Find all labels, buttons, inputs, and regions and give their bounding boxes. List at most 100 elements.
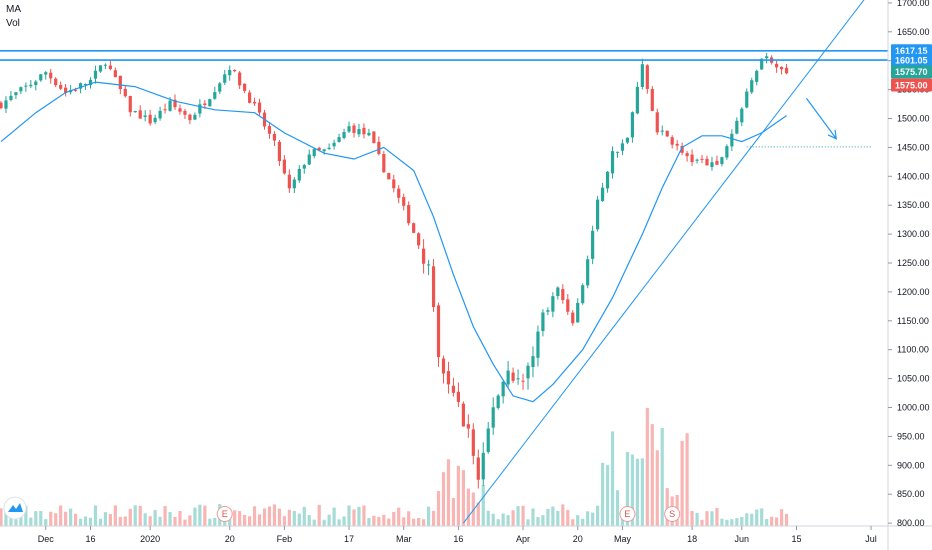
y-tick-label[interactable]: 1000.00 — [897, 403, 930, 413]
candle-body — [461, 403, 465, 427]
candle-body — [675, 143, 679, 146]
ma-price-tag[interactable]: 1575.00 — [895, 80, 928, 90]
x-tick-label[interactable]: Feb — [277, 534, 293, 544]
event-marker-label[interactable]: E — [624, 509, 630, 519]
x-tick-label[interactable]: 16 — [85, 534, 95, 544]
candle-body — [277, 141, 282, 162]
y-tick-label[interactable]: 1200.00 — [897, 287, 930, 297]
candle-body — [332, 142, 336, 147]
x-tick-label[interactable]: 18 — [687, 534, 697, 544]
volume-bar — [725, 519, 729, 526]
legend-vol[interactable]: Vol — [6, 18, 20, 29]
candle-body — [198, 104, 202, 114]
volume-bar — [113, 505, 117, 526]
candle-body — [600, 187, 605, 202]
x-tick-label[interactable]: Jul — [865, 534, 877, 544]
arrow-head[interactable] — [827, 129, 837, 140]
x-tick-label[interactable]: May — [614, 534, 632, 544]
x-tick-label[interactable]: 20 — [225, 534, 235, 544]
candle-body — [337, 137, 341, 143]
y-tick-label[interactable]: 1100.00 — [897, 345, 929, 355]
x-tick-label[interactable]: 20 — [573, 534, 583, 544]
volume-bar — [133, 505, 137, 526]
y-tick-label[interactable]: 950.00 — [897, 431, 925, 441]
volume-bar — [39, 511, 43, 526]
volume-bar — [745, 513, 749, 526]
y-tick-label[interactable]: 1300.00 — [897, 229, 930, 239]
volume-bar — [566, 510, 570, 526]
x-tick-label[interactable]: 2020 — [140, 534, 160, 544]
x-tick-label[interactable]: Mar — [396, 534, 412, 544]
candle-body — [183, 110, 187, 115]
volume-bar — [302, 506, 306, 526]
drawings[interactable] — [0, 0, 888, 524]
volume-bar — [243, 514, 247, 526]
y-tick-label[interactable]: 800.00 — [897, 518, 925, 528]
candle-body — [402, 197, 406, 206]
y-tick-label[interactable]: 1150.00 — [897, 316, 929, 326]
y-tick-label[interactable]: 1350.00 — [897, 200, 930, 210]
x-tick-label[interactable]: Jun — [735, 534, 750, 544]
level-price-tag-bg[interactable] — [891, 53, 932, 67]
last-price-tag-bg[interactable] — [891, 65, 932, 79]
y-tick-label[interactable]: 1700.00 — [897, 0, 930, 8]
legend-ma[interactable]: MA — [6, 4, 21, 15]
event-marker-circle[interactable] — [619, 506, 636, 522]
level-price-tag[interactable]: 1601.05 — [895, 55, 928, 65]
x-tick-label[interactable]: 17 — [344, 534, 354, 544]
y-tick-label[interactable]: 1250.00 — [897, 258, 930, 268]
candle-body — [123, 88, 127, 97]
candle-body — [417, 233, 421, 246]
candle-body — [108, 65, 112, 70]
candle-body — [735, 120, 739, 134]
candle-body — [297, 168, 301, 181]
event-marker-circle[interactable] — [664, 506, 681, 522]
y-tick-label[interactable]: 1650.00 — [897, 27, 930, 37]
volume-bar — [173, 517, 177, 526]
event-marker-label[interactable]: S — [669, 509, 675, 519]
candle-body — [630, 112, 635, 138]
candle-body — [615, 151, 620, 153]
y-tick-label[interactable]: 900.00 — [897, 460, 925, 470]
trend-line[interactable] — [462, 0, 866, 524]
volume-bar — [750, 513, 754, 526]
x-tick-label[interactable]: 16 — [453, 534, 463, 544]
event-marker-label[interactable]: E — [222, 509, 228, 519]
x-tick-label[interactable]: Apr — [516, 534, 530, 544]
candle-body — [446, 371, 451, 385]
volume-bar — [690, 510, 694, 526]
x-tick-label[interactable]: 15 — [791, 534, 801, 544]
candle-body — [282, 159, 286, 174]
volume-bar — [382, 514, 386, 526]
candle-body — [287, 174, 291, 189]
candle-body — [526, 365, 530, 379]
volume-bar — [297, 513, 301, 526]
event-marker-circle[interactable] — [216, 506, 233, 522]
y-tick-label[interactable]: 850.00 — [897, 489, 925, 499]
volume-bar — [755, 509, 759, 526]
tradingview-logo[interactable] — [3, 496, 27, 520]
y-tick-label[interactable]: 1400.00 — [897, 171, 930, 181]
last-price-tag[interactable]: 1575.70 — [895, 67, 928, 77]
volume-bar — [397, 507, 401, 526]
volume-bar — [178, 511, 182, 526]
level-price-tag[interactable]: 1617.15 — [895, 46, 928, 56]
candle-body — [774, 63, 779, 68]
candle-body — [610, 151, 615, 174]
x-tick-label[interactable]: Dec — [38, 534, 55, 544]
volume-bar — [238, 511, 242, 526]
arrow-line[interactable] — [805, 97, 837, 140]
volume-bar — [267, 506, 272, 526]
ma-price-tag-bg[interactable] — [891, 78, 932, 92]
candle-body — [158, 110, 162, 119]
y-tick-label[interactable]: 1050.00 — [897, 374, 930, 384]
volume-bar — [69, 508, 73, 526]
volume-bar — [615, 490, 620, 526]
y-tick-label[interactable]: 1500.00 — [897, 113, 930, 123]
volume-bar — [536, 517, 540, 526]
y-tick-label[interactable]: 1450.00 — [897, 142, 930, 152]
